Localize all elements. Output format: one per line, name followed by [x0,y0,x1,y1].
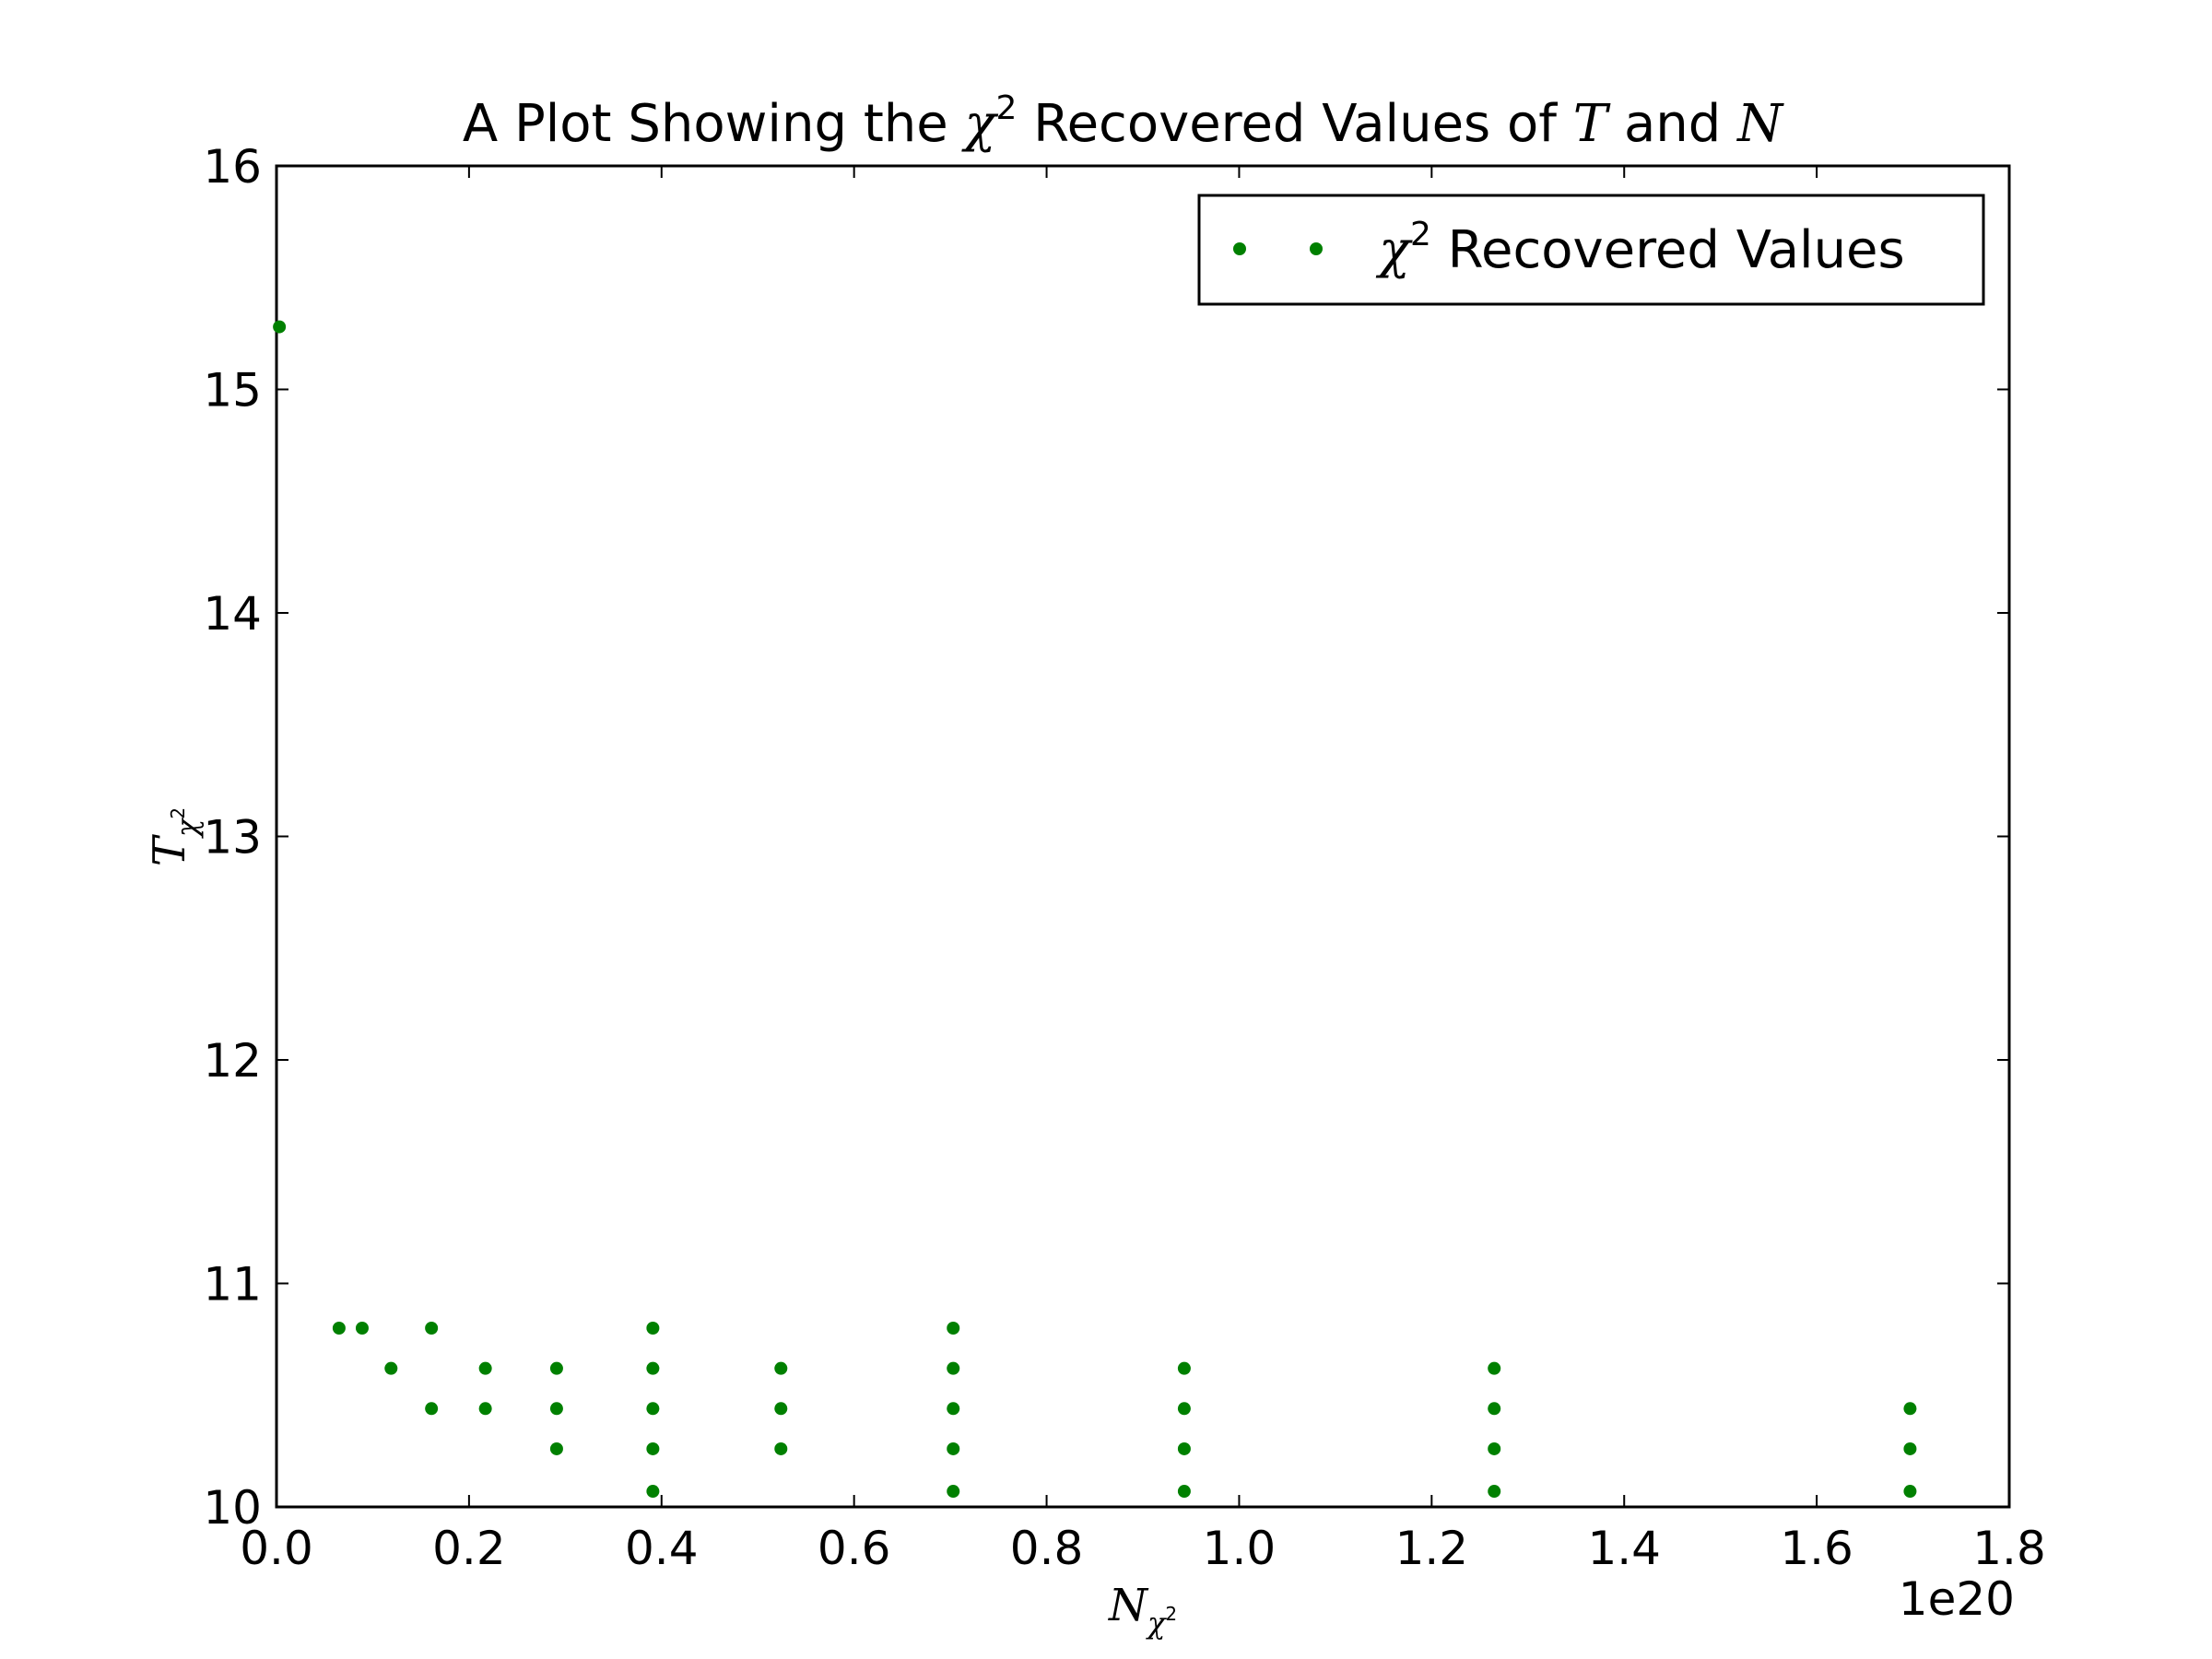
legend-label: χ2 Recovered Values [1375,216,1905,280]
data-point [425,1402,439,1416]
y-tick-label: 16 [203,140,262,194]
y-axis-label: Tχ2 [144,807,205,866]
data-point [1488,1441,1501,1455]
x-tick-label: 1.6 [1780,1522,1853,1575]
x-axis-ticks: 0.0 0.2 0.4 0.6 0.8 1.0 1.2 1.4 1.6 1.8 [240,166,2046,1575]
data-point [774,1402,788,1416]
y-tick-label: 12 [203,1034,262,1088]
data-point [549,1402,563,1416]
data-point [1488,1402,1501,1416]
data-point [425,1322,439,1335]
data-point [478,1361,492,1375]
legend: χ2 Recovered Values [1197,194,1985,306]
data-point [478,1402,492,1416]
data-point [774,1441,788,1455]
y-tick-label: 13 [203,811,262,865]
data-point [1177,1441,1191,1455]
x-axis-offset-text: 1e20 [1899,1572,2015,1626]
x-axis-label: Nχ2 [1108,1580,1177,1641]
x-tick-label: 0.4 [625,1522,699,1575]
x-tick-label: 1.4 [1587,1522,1661,1575]
data-point [1903,1441,1917,1455]
data-point [646,1322,660,1335]
x-tick-label: 0.6 [818,1522,891,1575]
data-point [1177,1485,1191,1499]
data-point [549,1361,563,1375]
data-point [1177,1402,1191,1416]
x-tick-label: 1.0 [1203,1522,1277,1575]
data-point [646,1441,660,1455]
y-axis-ticks: 10 11 12 13 14 15 16 [203,140,2009,1535]
data-point [273,320,287,334]
chart-title: A Plot Showing the χ2 Recovered Values o… [463,89,1784,154]
data-point [646,1485,660,1499]
data-point [947,1485,960,1499]
y-tick-label: 11 [203,1258,262,1312]
data-point [1488,1361,1501,1375]
y-tick-label: 15 [203,364,262,418]
x-tick-label: 0.8 [1010,1522,1084,1575]
legend-marker [1310,242,1323,255]
data-point [947,1361,960,1375]
data-point [355,1322,369,1335]
data-point [384,1361,398,1375]
x-tick-label: 1.2 [1395,1522,1469,1575]
data-point [1903,1485,1917,1499]
scatter-series [273,320,1917,1499]
data-point [549,1441,563,1455]
data-point [332,1322,346,1335]
data-point [774,1361,788,1375]
data-point [947,1441,960,1455]
data-point [1903,1402,1917,1416]
x-tick-label: 1.8 [1972,1522,2046,1575]
data-point [947,1322,960,1335]
x-tick-label: 0.0 [240,1522,313,1575]
y-tick-label: 10 [203,1481,262,1535]
x-tick-label: 0.2 [432,1522,506,1575]
data-point [646,1361,660,1375]
legend-marker [1233,242,1246,255]
data-point [646,1402,660,1416]
data-point [947,1402,960,1416]
data-point [1177,1361,1191,1375]
data-point [1488,1485,1501,1499]
legend-frame [1197,194,1985,306]
y-tick-label: 14 [203,587,262,641]
